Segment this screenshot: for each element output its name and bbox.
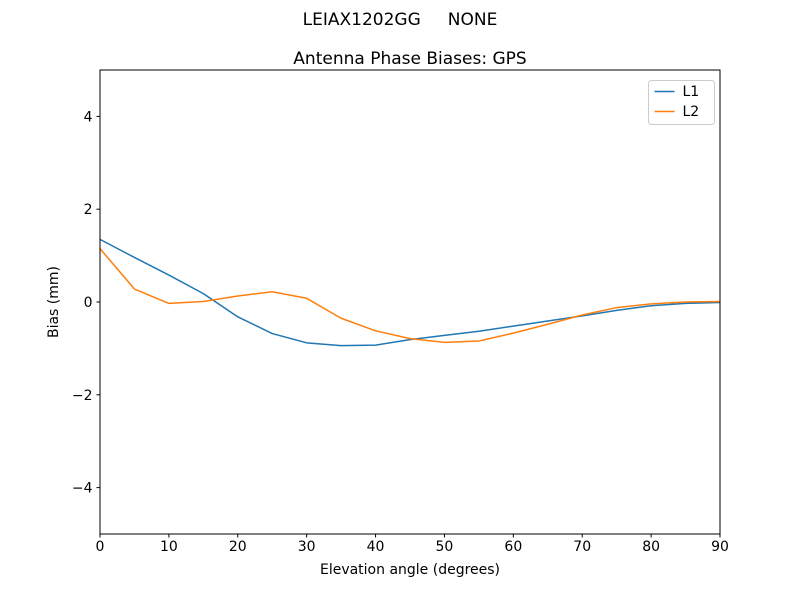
x-axis-label: Elevation angle (degrees) [320, 562, 500, 578]
y-tick-label: 0 [84, 295, 93, 311]
legend-label-L1: L1 [683, 84, 700, 100]
y-axis: −4 −2 0 2 4 [72, 109, 100, 497]
series-lines [99, 238, 721, 347]
legend-frame [648, 80, 715, 125]
y-tick-label: −4 [72, 481, 93, 497]
series-line-L2 [99, 248, 721, 344]
x-tick-label: 20 [229, 539, 247, 555]
x-tick-label: 60 [504, 539, 522, 555]
y-tick-label: −2 [72, 388, 93, 404]
x-tick-label: 90 [711, 539, 729, 555]
x-tick-label: 0 [96, 539, 105, 555]
axes-title: Antenna Phase Biases: GPS [293, 49, 527, 69]
x-tick-label: 70 [573, 539, 591, 555]
x-tick-label: 50 [436, 539, 454, 555]
x-tick-label: 80 [642, 539, 660, 555]
x-tick-label: 40 [367, 539, 385, 555]
series-line-L1 [99, 238, 721, 347]
y-tick-label: 2 [84, 202, 93, 218]
x-tick-label: 10 [160, 539, 178, 555]
figure-suptitle: LEIAX1202GG NONE [302, 10, 498, 30]
legend-label-L2: L2 [683, 104, 700, 120]
x-axis: 0 10 20 30 40 50 60 70 80 90 [96, 534, 729, 555]
y-tick-label: 4 [84, 109, 93, 125]
y-axis-label: Bias (mm) [46, 266, 62, 338]
x-tick-label: 30 [298, 539, 316, 555]
